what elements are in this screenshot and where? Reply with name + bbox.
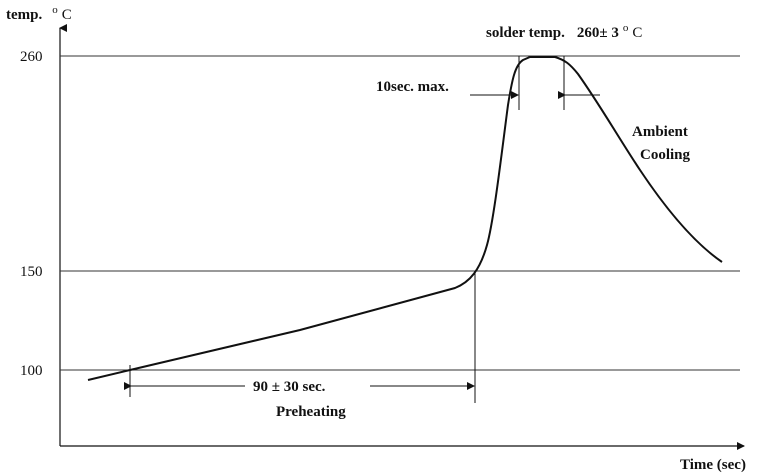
solder-temp-label: solder temp. 260± 3 o C: [486, 18, 642, 41]
preheat-time-label: 90 ± 30 sec.: [253, 379, 326, 395]
y-tick-150: 150: [20, 264, 43, 280]
ambient-label: Ambient: [632, 124, 688, 140]
y-axis-label: temp. o C: [6, 0, 72, 23]
peak-time-label: 10sec. max.: [376, 79, 449, 95]
y-tick-100: 100: [20, 363, 43, 379]
temperature-profile-curve: [87, 56, 723, 381]
cooling-label: Cooling: [640, 147, 691, 163]
x-axis-label: Time (sec): [680, 457, 746, 473]
y-tick-260: 260: [20, 49, 43, 65]
preheating-label: Preheating: [276, 404, 346, 420]
